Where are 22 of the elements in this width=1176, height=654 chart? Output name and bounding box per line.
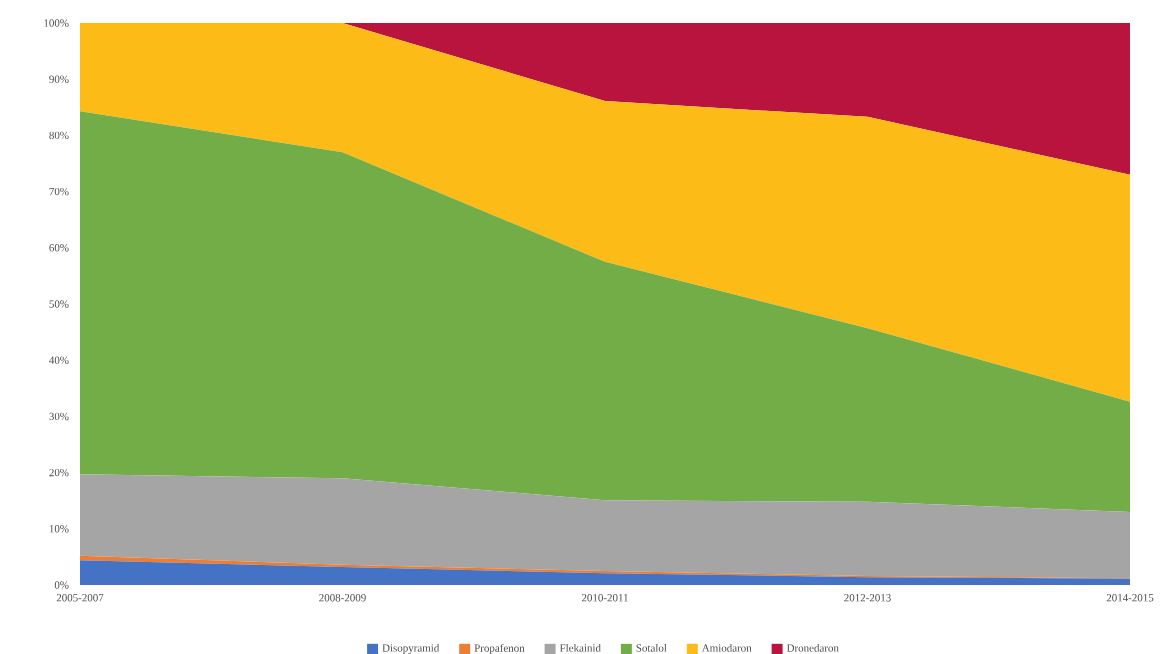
y-tick-label: 10% [49, 525, 69, 533]
x-tick-label: 2005-2007 [56, 594, 104, 602]
y-tick-label: 80% [49, 131, 69, 140]
y-tick-label: 60% [49, 244, 69, 252]
y-tick-label: 100% [44, 19, 69, 27]
legend-label: Disopyramid [382, 643, 440, 654]
y-tick-label: 20% [49, 468, 69, 477]
x-tick-label: 2012-2013 [844, 594, 891, 602]
legend-label: Flekainid [559, 643, 601, 652]
y-tick-label: 50% [49, 300, 69, 308]
x-tick-label: 2014-2015 [1106, 594, 1154, 602]
y-tick-label: 70% [49, 187, 69, 196]
x-tick-label: 2008-2009 [319, 594, 366, 602]
y-tick-label: 0% [54, 581, 69, 589]
legend-label: Dronedaron [786, 643, 839, 652]
legend-label: Amiodaron [701, 643, 752, 652]
y-tick-label: 30% [49, 412, 69, 421]
legend-label: Sotalol [636, 643, 667, 652]
y-tick-label: 90% [49, 75, 69, 83]
legend-label: Propafenon [474, 643, 525, 654]
y-tick-label: 40% [49, 356, 69, 364]
x-tick-label: 2010-2011 [581, 594, 628, 602]
